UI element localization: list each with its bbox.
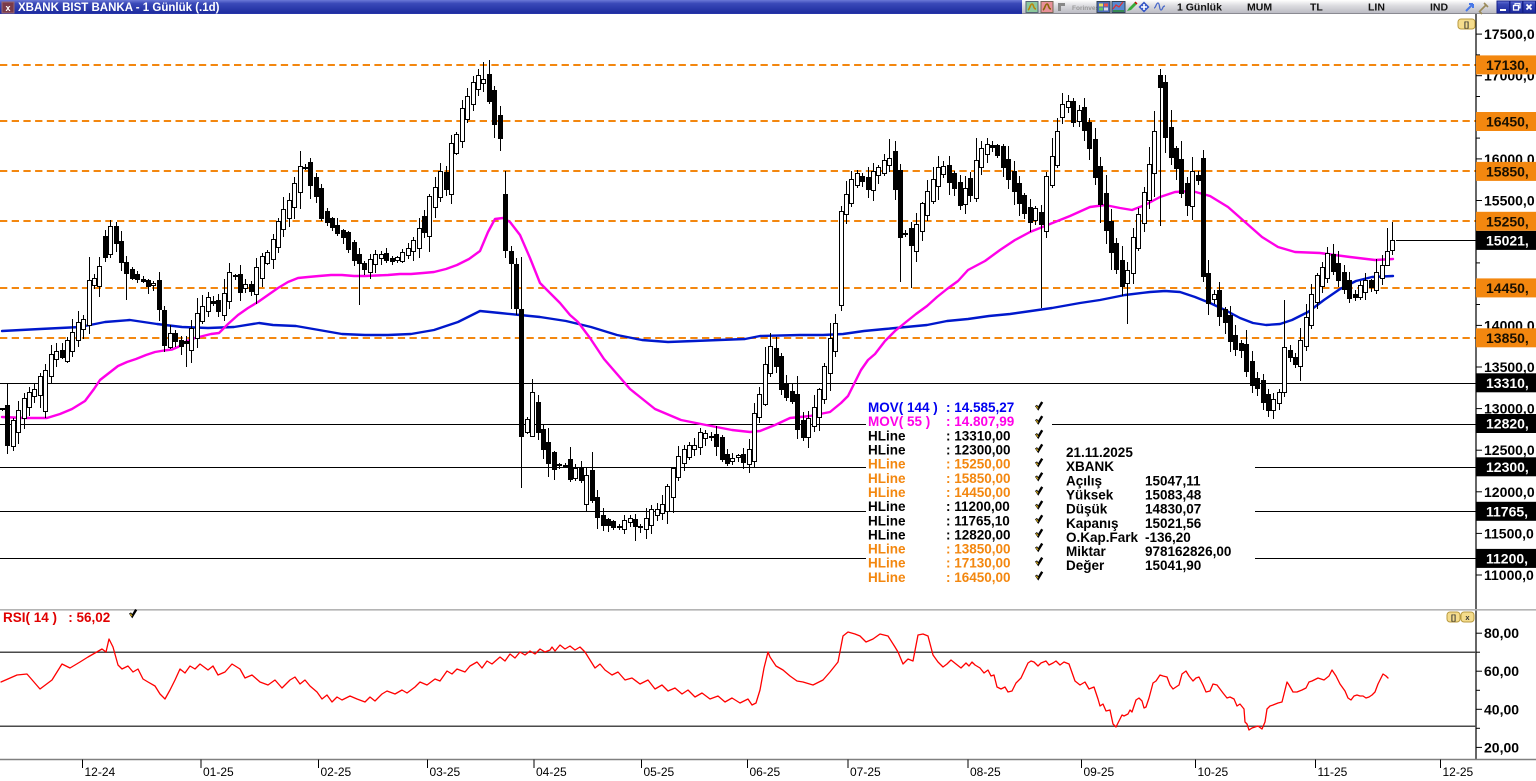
svg-text:13850,: 13850, bbox=[1486, 330, 1529, 346]
svg-text:07-25: 07-25 bbox=[850, 765, 881, 779]
svg-text:15250,: 15250, bbox=[1486, 213, 1529, 229]
svg-text:O.Kap.Fark: O.Kap.Fark bbox=[1066, 530, 1139, 545]
svg-text:12-25: 12-25 bbox=[1443, 765, 1474, 779]
svg-text:13500,0: 13500,0 bbox=[1484, 359, 1535, 375]
svg-text:Forinvest: Forinvest bbox=[1072, 5, 1102, 12]
svg-text:XBANK BIST BANKA - 1 Günlük (.: XBANK BIST BANKA - 1 Günlük (.1d) bbox=[18, 2, 220, 14]
svg-text:HLine: HLine bbox=[868, 570, 906, 585]
svg-text:: 13850,00: : 13850,00 bbox=[946, 542, 1011, 557]
svg-text:17500,0: 17500,0 bbox=[1484, 26, 1535, 42]
svg-text:12000,0: 12000,0 bbox=[1484, 484, 1535, 500]
svg-text:13310,: 13310, bbox=[1486, 375, 1529, 391]
svg-text:15083,48: 15083,48 bbox=[1145, 487, 1202, 502]
svg-text:40,00: 40,00 bbox=[1484, 701, 1519, 717]
svg-text:11200,: 11200, bbox=[1486, 550, 1528, 566]
svg-text:HLine: HLine bbox=[868, 542, 906, 557]
svg-text:-136,20: -136,20 bbox=[1145, 530, 1191, 545]
svg-text:: 14.585,27: : 14.585,27 bbox=[946, 400, 1014, 415]
svg-text:14830,07: 14830,07 bbox=[1145, 502, 1201, 517]
svg-text:06-25: 06-25 bbox=[750, 765, 781, 779]
svg-text:13000,0: 13000,0 bbox=[1484, 401, 1535, 417]
svg-text:11500,0: 11500,0 bbox=[1484, 525, 1534, 541]
svg-text:12500,0: 12500,0 bbox=[1484, 442, 1535, 458]
svg-text:: 15250,00: : 15250,00 bbox=[946, 457, 1011, 472]
svg-text:MUM: MUM bbox=[1247, 2, 1272, 14]
svg-text:IND: IND bbox=[1430, 2, 1449, 14]
svg-text:14450,: 14450, bbox=[1486, 280, 1529, 296]
svg-text:15021,: 15021, bbox=[1486, 232, 1529, 248]
svg-text:: 13310,00: : 13310,00 bbox=[946, 428, 1011, 443]
svg-text:: 14.807,99: : 14.807,99 bbox=[946, 414, 1014, 429]
svg-text:05-25: 05-25 bbox=[644, 765, 675, 779]
svg-text:02-25: 02-25 bbox=[321, 765, 352, 779]
svg-text:XBANK: XBANK bbox=[1066, 459, 1114, 474]
svg-text:11-25: 11-25 bbox=[1318, 765, 1348, 779]
svg-text:: 16450,00: : 16450,00 bbox=[946, 570, 1011, 585]
svg-text:Düşük: Düşük bbox=[1066, 502, 1108, 517]
svg-text:Değer: Değer bbox=[1066, 558, 1105, 573]
svg-text:[]: [] bbox=[1464, 20, 1469, 29]
svg-text:[]: [] bbox=[1451, 613, 1456, 622]
svg-text:: 12820,00: : 12820,00 bbox=[946, 527, 1011, 542]
svg-text:HLine: HLine bbox=[868, 556, 906, 571]
svg-text:HLine: HLine bbox=[868, 513, 906, 528]
svg-text:TL: TL bbox=[1310, 2, 1323, 14]
svg-text:08-25: 08-25 bbox=[970, 765, 1001, 779]
svg-text:: 15850,00: : 15850,00 bbox=[946, 471, 1011, 486]
svg-text:Miktar: Miktar bbox=[1066, 544, 1107, 559]
svg-text:HLine: HLine bbox=[868, 485, 906, 500]
svg-text:: 14450,00: : 14450,00 bbox=[946, 485, 1011, 500]
svg-text:80,00: 80,00 bbox=[1484, 625, 1519, 641]
svg-text:20,00: 20,00 bbox=[1484, 739, 1519, 755]
svg-text:HLine: HLine bbox=[868, 428, 906, 443]
svg-text:: 11200,00: : 11200,00 bbox=[946, 499, 1010, 514]
svg-text:15850,: 15850, bbox=[1486, 163, 1529, 179]
svg-text:Açılış: Açılış bbox=[1066, 473, 1102, 488]
svg-text:HLine: HLine bbox=[868, 457, 906, 472]
svg-text:09-25: 09-25 bbox=[1084, 765, 1115, 779]
svg-text:12820,: 12820, bbox=[1486, 416, 1529, 432]
svg-text:978162826,00: 978162826,00 bbox=[1145, 544, 1231, 559]
svg-text:21.11.2025: 21.11.2025 bbox=[1066, 445, 1133, 460]
svg-text:15047,11: 15047,11 bbox=[1145, 473, 1201, 488]
svg-text:: 17130,00: : 17130,00 bbox=[946, 556, 1011, 571]
svg-text:15041,90: 15041,90 bbox=[1145, 558, 1201, 573]
svg-text:HLine: HLine bbox=[868, 527, 906, 542]
svg-text:MOV( 55 ): MOV( 55 ) bbox=[868, 414, 930, 429]
svg-text:12-24: 12-24 bbox=[85, 765, 116, 779]
svg-text:03-25: 03-25 bbox=[430, 765, 461, 779]
svg-text:LIN: LIN bbox=[1368, 2, 1385, 14]
svg-text:60,00: 60,00 bbox=[1484, 663, 1519, 679]
svg-text:: 12300,00: : 12300,00 bbox=[946, 443, 1011, 458]
svg-text:04-25: 04-25 bbox=[536, 765, 567, 779]
svg-text:10-25: 10-25 bbox=[1198, 765, 1229, 779]
svg-text:16450,: 16450, bbox=[1486, 114, 1529, 130]
svg-text:HLine: HLine bbox=[868, 499, 906, 514]
svg-text:15021,56: 15021,56 bbox=[1145, 516, 1202, 531]
svg-text:x: x bbox=[1465, 613, 1470, 622]
svg-text:1 Günlük: 1 Günlük bbox=[1177, 2, 1222, 14]
svg-text:x: x bbox=[5, 3, 10, 13]
svg-text:HLine: HLine bbox=[868, 471, 906, 486]
svg-text:11000,0: 11000,0 bbox=[1484, 567, 1534, 583]
svg-text:01-25: 01-25 bbox=[203, 765, 234, 779]
svg-text:: 11765,10: : 11765,10 bbox=[946, 513, 1010, 528]
svg-text:11765,: 11765, bbox=[1486, 503, 1528, 519]
svg-text:Yüksek: Yüksek bbox=[1066, 487, 1114, 502]
svg-text:MOV( 144 ): MOV( 144 ) bbox=[868, 400, 938, 415]
svg-text:12300,: 12300, bbox=[1486, 459, 1529, 475]
svg-text:17130,: 17130, bbox=[1486, 57, 1529, 73]
svg-text:Kapanış: Kapanış bbox=[1066, 516, 1119, 531]
svg-text:RSI( 14 ) : 56,02: RSI( 14 ) : 56,02 bbox=[3, 610, 110, 625]
svg-text:HLine: HLine bbox=[868, 443, 906, 458]
svg-text:15500,0: 15500,0 bbox=[1484, 193, 1535, 209]
